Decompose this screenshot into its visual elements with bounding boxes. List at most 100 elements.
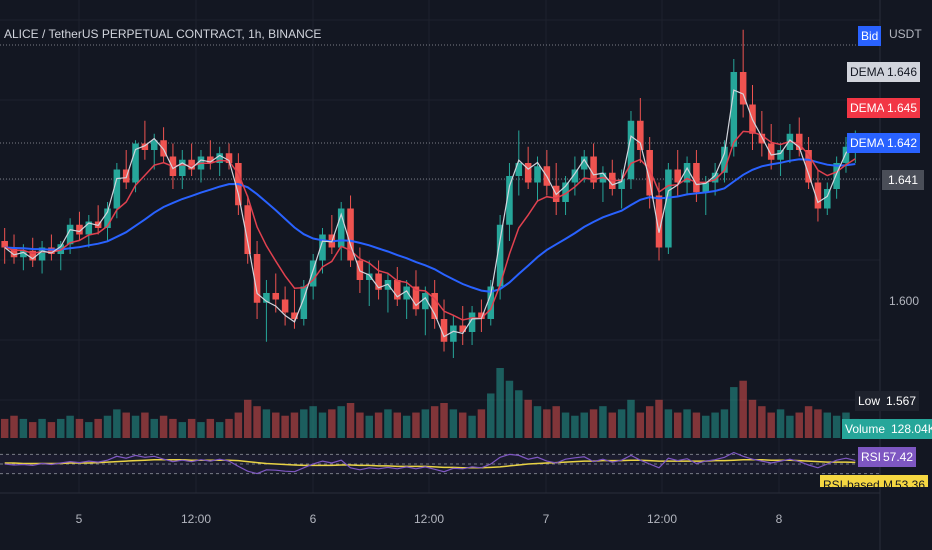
dema-fast-line (4, 89, 856, 338)
candle-body (637, 120, 644, 150)
candle-body (487, 286, 495, 319)
candle-body (309, 260, 317, 287)
volume-bar (159, 415, 168, 438)
volume-bar (66, 415, 74, 438)
candle-body (38, 247, 46, 261)
volume-bar (197, 422, 205, 438)
volume-bar (589, 409, 598, 438)
candle-body (207, 156, 214, 163)
volume-bar (477, 409, 486, 438)
candle-body (571, 169, 579, 183)
low-value: 1.567 (883, 391, 920, 411)
volume-bar (300, 409, 308, 438)
volume-bar (627, 399, 635, 438)
volume-bar (328, 409, 336, 438)
candle-body (132, 143, 139, 183)
candle-body (496, 224, 504, 287)
candle-body (225, 153, 233, 163)
candle-body (702, 182, 710, 193)
volume-bar (683, 409, 691, 438)
volume-bar (804, 406, 813, 438)
candle-body (263, 293, 270, 303)
volume-bar (421, 409, 430, 438)
candle-body (179, 159, 186, 176)
dema-slow-line (4, 158, 856, 293)
volume-bar (636, 412, 645, 438)
dema-fast-tag: DEMA 1.646 (847, 62, 921, 82)
candle-body (646, 150, 653, 196)
volume-bar (617, 409, 626, 438)
volume-bar (290, 412, 299, 438)
rsi-tag: RSI 57.42 (858, 447, 918, 467)
candle-body (842, 146, 850, 163)
volume-bar (169, 418, 177, 438)
time-label-8: 8 (775, 512, 783, 526)
volume-bar (468, 415, 476, 438)
volume-bar (19, 418, 28, 438)
rsi-ma-value: 53.36 (892, 475, 929, 487)
volume-bar (215, 422, 224, 438)
time-label-1200-a: 12:00 (180, 512, 212, 526)
candle-body (113, 169, 121, 209)
volume-label: Volume (842, 419, 889, 439)
candle-body (403, 286, 410, 300)
candle-body (805, 150, 812, 183)
dema-mid-value: 1.645 (884, 98, 921, 118)
currency-label: USDT (889, 27, 922, 41)
volume-bar (440, 403, 448, 438)
volume-bar (702, 415, 710, 438)
volume-bar (776, 409, 785, 438)
volume-bar (141, 412, 149, 438)
candle-body (85, 221, 93, 235)
volume-bar (430, 406, 439, 438)
candle-body (291, 312, 298, 319)
candle-body (76, 224, 83, 235)
volume-bar (487, 393, 495, 438)
rsi-pane (0, 451, 880, 475)
volume-bar (524, 399, 532, 438)
candle-body (459, 325, 466, 332)
candle-body (20, 250, 27, 258)
candle-body (693, 163, 700, 193)
volume-bar (28, 422, 37, 438)
volume-bar (402, 415, 411, 438)
volume-bar (374, 412, 383, 438)
candle-body (375, 273, 382, 290)
volume-bar (786, 415, 794, 438)
volume-bar (281, 415, 289, 438)
volume-bar (449, 409, 458, 438)
candle-body (1, 241, 8, 248)
candle-body (281, 299, 289, 313)
candle-body (590, 156, 597, 183)
candle-body (739, 72, 747, 105)
dema-slow-value: 1.642 (884, 133, 921, 153)
volume-bar (234, 412, 243, 438)
candle-body (524, 163, 532, 183)
volume-bar (711, 412, 719, 438)
volume-bar (730, 387, 738, 438)
price-tick-1600: 1.600 (889, 294, 920, 308)
candle-body (160, 140, 167, 157)
candle-body (337, 208, 345, 248)
volume-bar (206, 418, 215, 438)
candle-body (48, 247, 55, 254)
candle-body (365, 273, 373, 280)
candle-body (562, 182, 569, 202)
candle-body (515, 163, 523, 176)
candle-body (814, 182, 822, 209)
volume-bar (496, 368, 504, 438)
volume-bar (814, 409, 822, 438)
candle-body (833, 163, 840, 189)
volume-bar (645, 406, 654, 438)
candle-body (412, 286, 420, 310)
time-label-6: 6 (309, 512, 317, 526)
volume-bar (458, 412, 467, 438)
volume-bar (758, 406, 766, 438)
candle-body (506, 176, 513, 225)
volume-bar (673, 412, 682, 438)
candle-body (216, 153, 223, 163)
dema-fast-label: DEMA (847, 62, 888, 82)
volume-bar (832, 415, 841, 438)
volume-bar (0, 418, 9, 438)
